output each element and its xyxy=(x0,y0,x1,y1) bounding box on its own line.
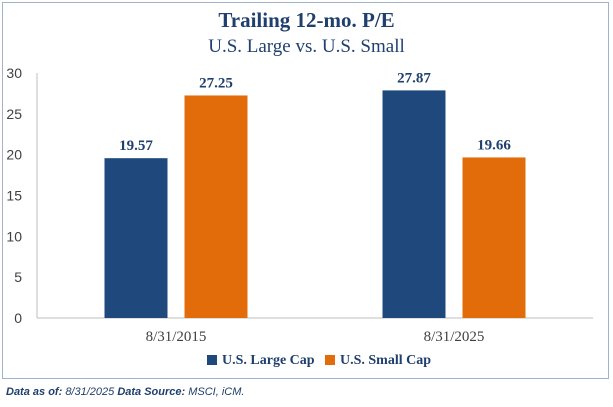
bar xyxy=(462,157,526,318)
data-label: 27.25 xyxy=(199,75,233,91)
bar xyxy=(382,90,446,319)
y-tick-label: 25 xyxy=(6,106,22,122)
bar xyxy=(184,95,248,318)
y-tick-label: 30 xyxy=(6,65,22,81)
legend-swatch xyxy=(325,355,335,365)
legend-swatch xyxy=(207,355,217,365)
y-tick-label: 15 xyxy=(6,188,22,204)
legend-label: U.S. Large Cap xyxy=(222,353,315,368)
as-of-value: 8/31/2025 xyxy=(65,386,115,398)
x-tick-label: 8/31/2015 xyxy=(146,329,207,345)
footer-note: Data as of: 8/31/2025 Data Source: MSCI,… xyxy=(6,386,244,398)
chart-subtitle: U.S. Large vs. U.S. Small xyxy=(208,36,405,57)
bar xyxy=(104,158,168,318)
source-label: Data Source: xyxy=(117,386,186,398)
y-tick-label: 20 xyxy=(6,147,22,163)
y-tick-label: 5 xyxy=(14,269,22,285)
legend-label: U.S. Small Cap xyxy=(340,353,431,368)
as-of-label: Data as of: xyxy=(6,386,63,398)
y-tick-label: 0 xyxy=(14,310,22,326)
data-label: 19.57 xyxy=(119,138,153,154)
chart-title: Trailing 12-mo. P/E xyxy=(218,8,395,32)
source-value: MSCI, iCM. xyxy=(188,386,245,398)
data-label: 19.66 xyxy=(477,137,511,153)
data-label: 27.87 xyxy=(397,70,431,86)
x-tick-label: 8/31/2025 xyxy=(424,329,485,345)
y-tick-label: 10 xyxy=(6,228,22,244)
